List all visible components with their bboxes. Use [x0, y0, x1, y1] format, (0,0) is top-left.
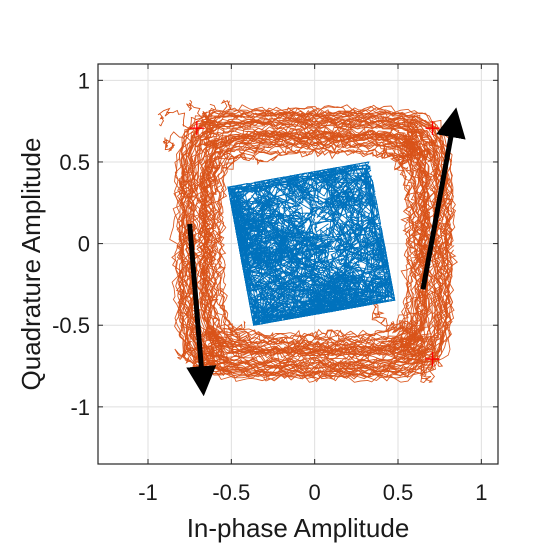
- x-tick-label: 0: [309, 480, 321, 505]
- reference-marker: [425, 352, 440, 367]
- reference-markers: [189, 121, 440, 367]
- x-tick-label: -1: [138, 480, 158, 505]
- inner-trajectory-line: [233, 167, 389, 320]
- outer-trajectory-line: [157, 107, 216, 137]
- direction-arrows: [186, 107, 466, 397]
- outer-trajectory-line: [187, 118, 441, 370]
- outer-trajectory-line: [162, 131, 208, 155]
- inner-trajectory-line: [233, 168, 390, 322]
- outer-trajectory-line: [214, 344, 233, 375]
- outer-trajectory-line: [394, 319, 418, 351]
- inner-trajectory-line: [227, 181, 318, 266]
- outer-trajectory-line: [217, 148, 281, 166]
- outer-trajectory-line: [177, 108, 453, 379]
- y-tick-labels: 1 0.5 0 -0.5 -1: [52, 68, 90, 420]
- outer-trajectory-line: [399, 114, 419, 148]
- outer-trajectory-line: [403, 140, 435, 163]
- inner-trajectory-line: [231, 202, 318, 295]
- reference-marker: [189, 121, 204, 136]
- inner-trajectory: [226, 161, 396, 326]
- outer-trajectory-line: [178, 110, 451, 376]
- inner-trajectory-line: [288, 169, 388, 263]
- y-tick-label: -1: [70, 395, 90, 420]
- inner-trajectory-line: [228, 164, 393, 323]
- y-tick-label: 1: [78, 68, 90, 93]
- inner-trajectory-line: [238, 204, 353, 298]
- outer-trajectory-line: [178, 112, 452, 376]
- outer-trajectory-line: [209, 140, 235, 176]
- y-tick-label: -0.5: [52, 313, 90, 338]
- inner-trajectory-line: [258, 176, 379, 315]
- outer-trajectory-line: [203, 330, 233, 364]
- outer-trajectory-line: [369, 299, 408, 334]
- outer-trajectory-line: [201, 103, 228, 142]
- outer-trajectory-line: [213, 144, 414, 343]
- x-axis-label: In-phase Amplitude: [187, 513, 410, 543]
- y-tick-label: 0.5: [59, 150, 90, 175]
- outer-trajectory-line: [390, 154, 447, 181]
- outer-trajectory-line: [394, 334, 425, 361]
- outer-trajectory-line: [174, 107, 455, 383]
- outer-trajectory-line: [201, 132, 220, 151]
- direction-arrow: [186, 223, 217, 397]
- outer-trajectory-line: [199, 129, 432, 356]
- y-axis-label: Quadrature Amplitude: [16, 138, 46, 391]
- x-tick-label: -0.5: [212, 480, 250, 505]
- x-tick-label: 1: [475, 480, 487, 505]
- outer-trajectory-line: [196, 128, 431, 358]
- outer-trajectory-line: [191, 157, 216, 194]
- outer-trajectory: [157, 99, 459, 384]
- axis-ticks: [98, 64, 498, 464]
- outer-trajectory-line: [382, 340, 427, 360]
- direction-arrow: [420, 107, 466, 290]
- outer-trajectory-line: [405, 326, 430, 346]
- outer-trajectory-line: [398, 343, 422, 366]
- outer-trajectory-line: [400, 137, 423, 154]
- plot-frame: [97, 63, 499, 465]
- inner-trajectory-line: [262, 242, 365, 317]
- x-tick-label: 0.5: [383, 480, 414, 505]
- outer-trajectory-line: [397, 136, 432, 164]
- y-tick-label: 0: [78, 232, 90, 257]
- inner-trajectory-line: [244, 182, 315, 301]
- x-tick-labels: -1 -0.5 0 0.5 1: [138, 480, 487, 505]
- inner-trajectory-line: [235, 172, 390, 319]
- outer-trajectory-line: [178, 153, 207, 221]
